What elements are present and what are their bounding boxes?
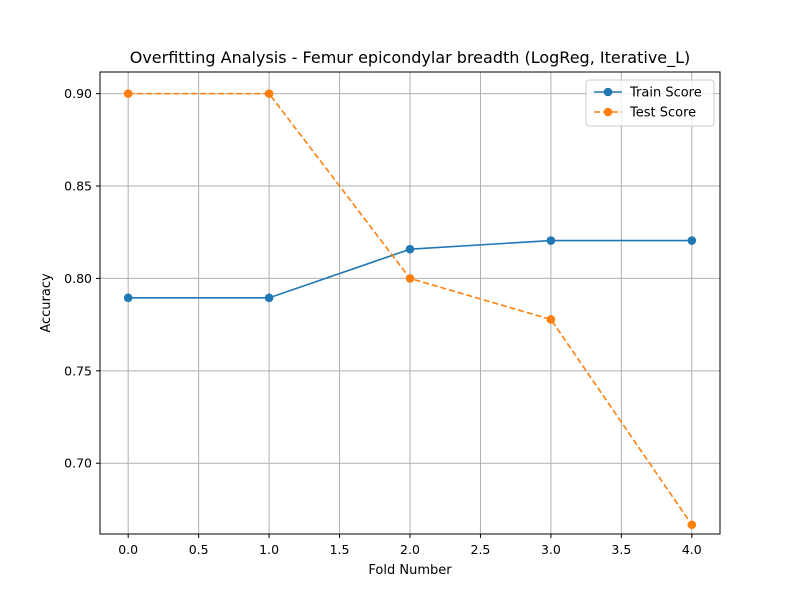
y-tick-label: 0.90	[64, 86, 92, 101]
legend-test-score-label: Test Score	[629, 106, 696, 121]
train-score-point	[405, 244, 415, 254]
train-score-point	[687, 236, 697, 245]
x-tick-label: 2.0	[400, 542, 420, 557]
x-tick-label: 2.5	[471, 542, 491, 557]
y-axis-label: Accuracy	[39, 273, 54, 333]
x-tick-label: 0.5	[189, 542, 209, 557]
x-tick-label: 3.0	[541, 542, 561, 557]
y-tick-label: 0.80	[64, 271, 92, 286]
legend: Train Score Test Score	[585, 79, 715, 127]
x-axis-label: Fold Number	[368, 563, 452, 578]
test-score-point	[687, 520, 697, 530]
x-tick-label: 3.5	[611, 542, 631, 557]
train-score-point	[123, 293, 133, 303]
ticks: 0.0 0.5 1.0 1.5 2.0 2.5 3.0 3.5 4.0 0.70 0.75 0.80 0…	[64, 86, 702, 557]
test-score-point	[123, 89, 133, 98]
x-tick-label: 1.5	[330, 542, 350, 557]
x-tick-label: 0.0	[118, 542, 138, 557]
legend-test-score-marker	[603, 107, 613, 117]
test-score-point	[264, 89, 274, 98]
grid	[100, 72, 720, 534]
test-score-point	[546, 315, 556, 324]
x-tick-label: 4.0	[682, 542, 702, 557]
legend-train-score-marker	[603, 87, 613, 97]
train-score-point	[546, 236, 556, 245]
y-tick-label: 0.85	[64, 179, 92, 194]
x-tick-label: 1.0	[259, 542, 279, 557]
y-tick-label: 0.70	[64, 456, 92, 471]
series-layer	[123, 89, 697, 530]
test-score-point	[405, 274, 415, 283]
legend-train-score-label: Train Score	[629, 86, 702, 101]
y-tick-label: 0.75	[64, 363, 92, 378]
train-score-point	[264, 293, 274, 303]
chart-title: Overfitting Analysis - Femur epicondylar…	[130, 48, 691, 68]
